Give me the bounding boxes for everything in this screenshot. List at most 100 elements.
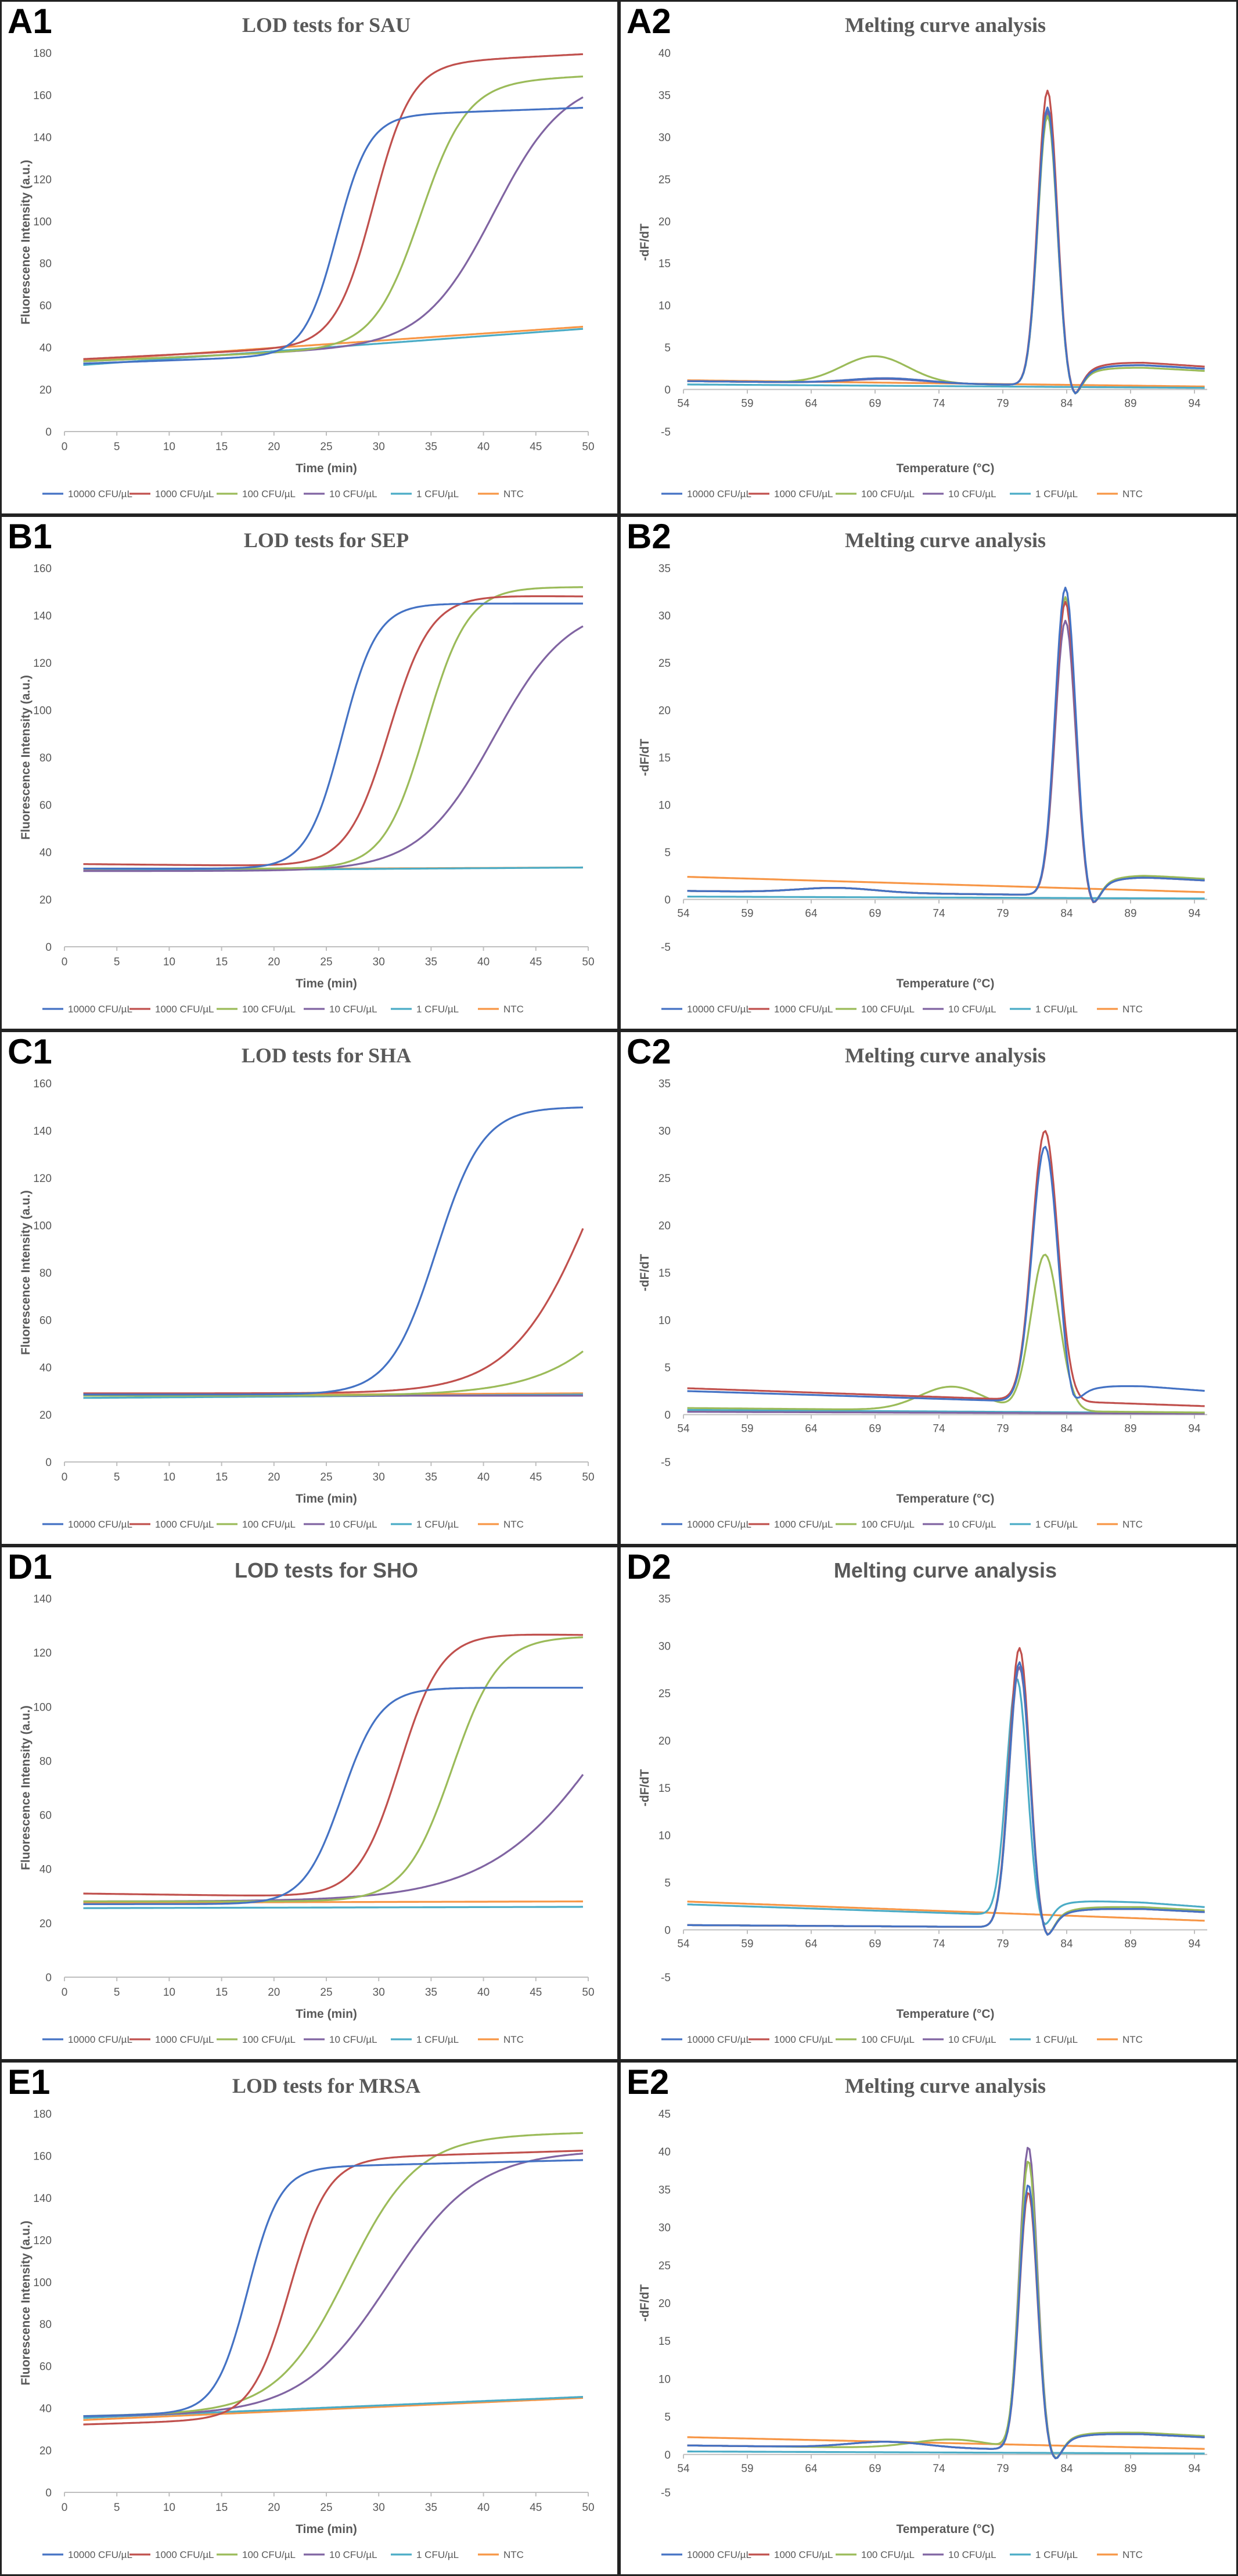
y-tick-label: 40 bbox=[39, 342, 52, 354]
legend-label: NTC bbox=[503, 2034, 524, 2045]
series-line bbox=[687, 1253, 1205, 1414]
x-tick-label: 10 bbox=[163, 441, 175, 453]
y-tick-label: 120 bbox=[33, 174, 52, 186]
legend-label: NTC bbox=[1122, 488, 1143, 500]
x-tick-label: 74 bbox=[933, 1938, 945, 1950]
x-tick-label: 64 bbox=[805, 398, 818, 410]
chart-svg: LOD tests for MRSA0204060801001201401601… bbox=[19, 2074, 595, 2560]
legend-label: 1 CFU/µL bbox=[416, 1519, 459, 1530]
chart-title: Melting curve analysis bbox=[845, 13, 1046, 37]
series-line bbox=[83, 1106, 583, 1396]
y-tick-label: 80 bbox=[39, 1267, 52, 1280]
series-line bbox=[83, 1906, 583, 1909]
x-tick-label: 5 bbox=[114, 1986, 120, 1999]
y-tick-label: 15 bbox=[658, 2336, 671, 2348]
chart-title: LOD tests for MRSA bbox=[232, 2074, 420, 2097]
series-line bbox=[687, 114, 1205, 395]
series-line bbox=[687, 587, 1205, 903]
x-tick-label: 64 bbox=[805, 908, 818, 920]
series-line bbox=[687, 1678, 1205, 1925]
x-tick-label: 10 bbox=[163, 956, 175, 968]
legend-label: NTC bbox=[503, 1004, 524, 1015]
x-tick-label: 5 bbox=[114, 2502, 120, 2514]
legend-label: NTC bbox=[503, 488, 524, 500]
series-line bbox=[687, 1661, 1205, 1936]
x-tick-label: 74 bbox=[933, 398, 945, 410]
x-tick-label: 94 bbox=[1188, 908, 1201, 920]
series-line bbox=[83, 53, 584, 360]
x-tick-label: 5 bbox=[114, 956, 120, 968]
y-tick-label: 20 bbox=[39, 2445, 52, 2458]
legend-label: 1 CFU/µL bbox=[1035, 2034, 1078, 2045]
y-tick-label: 20 bbox=[658, 705, 671, 717]
legend-label: 10 CFU/µL bbox=[329, 1004, 377, 1015]
x-tick-label: 25 bbox=[320, 956, 332, 968]
chart-panel-b2: B2 Melting curve analysis -5 0 5 10 15 20 25 30 35… bbox=[619, 515, 1238, 1030]
legend-label: 100 CFU/µL bbox=[861, 488, 915, 500]
y-tick-label: -5 bbox=[661, 1972, 671, 1984]
y-tick-label: 0 bbox=[45, 2487, 52, 2499]
y-axis-label: Fluorescence Intensity (a.u.) bbox=[19, 2221, 33, 2385]
panel-label: C1 bbox=[8, 1032, 52, 1071]
y-tick-label: 60 bbox=[39, 300, 52, 312]
legend-label: NTC bbox=[1122, 2034, 1143, 2045]
y-tick-label: 35 bbox=[658, 89, 671, 102]
y-tick-label: 25 bbox=[658, 1173, 671, 1185]
legend-label: 1000 CFU/µL bbox=[774, 2034, 833, 2045]
x-tick-label: 89 bbox=[1124, 2463, 1136, 2475]
x-tick-label: 15 bbox=[215, 441, 228, 453]
legend-label: 100 CFU/µL bbox=[861, 1519, 915, 1530]
legend-label: NTC bbox=[503, 2549, 524, 2560]
y-tick-label: 35 bbox=[658, 2184, 671, 2196]
y-tick-label: -5 bbox=[661, 426, 671, 439]
legend-label: 100 CFU/µL bbox=[242, 2034, 296, 2045]
y-tick-label: 140 bbox=[33, 132, 52, 144]
chart-title: Melting curve analysis bbox=[845, 2074, 1046, 2097]
x-tick-label: 59 bbox=[741, 2463, 753, 2475]
y-tick-label: 120 bbox=[33, 658, 52, 670]
series-line bbox=[687, 110, 1205, 394]
y-tick-label: 120 bbox=[33, 2234, 52, 2247]
x-tick-label: 74 bbox=[933, 1423, 945, 1435]
y-tick-label: 5 bbox=[664, 1877, 671, 1889]
legend-label: NTC bbox=[1122, 2549, 1143, 2560]
series-line bbox=[687, 383, 1205, 389]
x-tick-label: 50 bbox=[582, 1471, 594, 1483]
x-tick-label: 10 bbox=[163, 2502, 175, 2514]
series-line bbox=[687, 2185, 1205, 2459]
series-line bbox=[687, 2161, 1205, 2459]
x-tick-label: 94 bbox=[1188, 1938, 1201, 1950]
y-tick-label: 60 bbox=[39, 800, 52, 812]
panel-label: A1 bbox=[8, 2, 52, 41]
x-tick-label: 45 bbox=[530, 1471, 542, 1483]
y-tick-label: 20 bbox=[658, 2298, 671, 2310]
x-tick-label: 50 bbox=[582, 441, 594, 453]
x-tick-label: 30 bbox=[373, 1986, 385, 1999]
x-tick-label: 50 bbox=[582, 1986, 594, 1999]
legend-label: 10000 CFU/µL bbox=[687, 488, 751, 500]
x-tick-label: 25 bbox=[320, 1986, 332, 1999]
y-axis-label: -dF/dT bbox=[638, 1254, 652, 1291]
series-line bbox=[687, 596, 1205, 903]
y-tick-label: 160 bbox=[33, 563, 52, 575]
chart-panel-c1: C1 LOD tests for SHA 0 20 40 60 80 100 120 140 160… bbox=[0, 1030, 619, 1546]
series-line bbox=[83, 2132, 584, 2417]
x-tick-label: 5 bbox=[114, 441, 120, 453]
legend-label: 100 CFU/µL bbox=[242, 1004, 296, 1015]
x-tick-label: 45 bbox=[530, 956, 542, 968]
series-line bbox=[687, 2192, 1205, 2459]
y-tick-label: 140 bbox=[33, 610, 52, 623]
series-line bbox=[687, 601, 1205, 903]
y-tick-label: -5 bbox=[661, 2487, 671, 2499]
x-tick-label: 64 bbox=[805, 1938, 818, 1950]
series-line bbox=[83, 602, 583, 870]
x-tick-label: 35 bbox=[425, 1986, 437, 1999]
x-tick-label: 30 bbox=[373, 441, 385, 453]
legend-label: 10 CFU/µL bbox=[948, 2034, 996, 2045]
legend-label: NTC bbox=[1122, 1004, 1143, 1015]
y-axis-label: Fluorescence Intensity (a.u.) bbox=[19, 1190, 33, 1355]
legend-label: 100 CFU/µL bbox=[242, 1519, 296, 1530]
y-tick-label: 140 bbox=[33, 2193, 52, 2205]
series-line bbox=[83, 586, 583, 870]
chart-svg: Melting curve analysis -5 0 5 10 15 20 25 30 35 54… bbox=[638, 529, 1207, 1015]
